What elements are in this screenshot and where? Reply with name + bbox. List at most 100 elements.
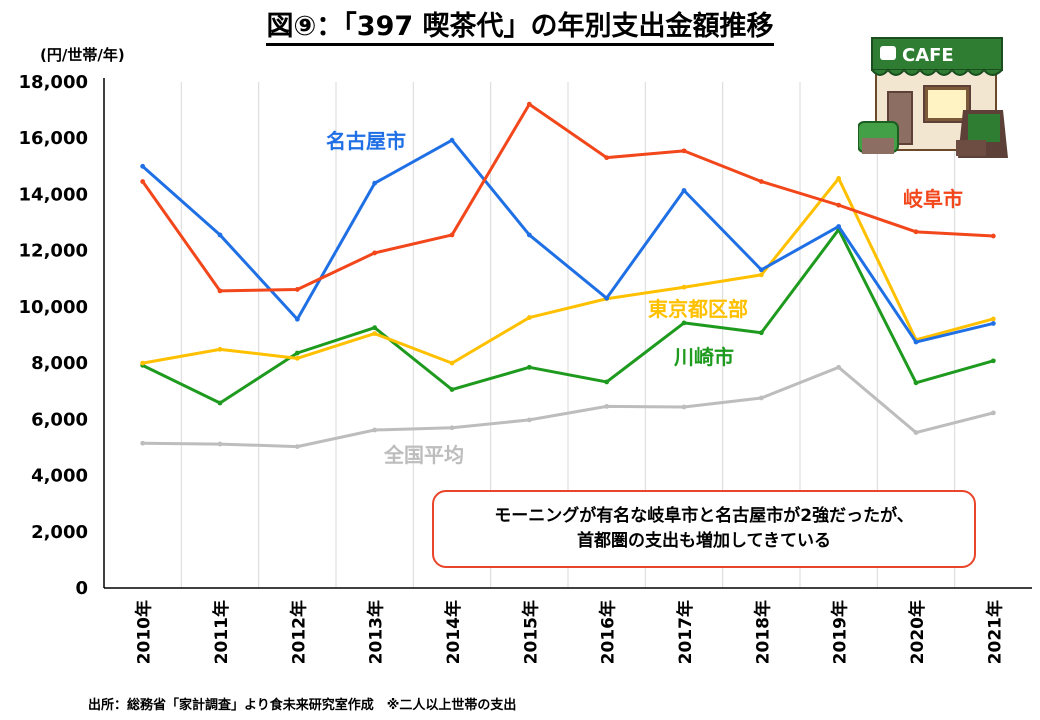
x-tick-label: 2012年 xyxy=(288,600,309,664)
data-point xyxy=(372,325,378,331)
data-point xyxy=(294,444,300,450)
data-point xyxy=(836,364,842,370)
data-point xyxy=(449,360,455,366)
data-point xyxy=(294,316,300,322)
data-point xyxy=(604,404,610,409)
data-point xyxy=(681,404,687,410)
data-point xyxy=(913,339,919,345)
data-point xyxy=(294,350,300,356)
y-tick-label: 12,000 xyxy=(19,241,88,262)
data-point xyxy=(294,287,300,292)
data-point xyxy=(449,425,455,431)
data-point xyxy=(294,355,300,361)
data-point xyxy=(604,295,610,301)
x-tick-label: 2020年 xyxy=(907,600,928,664)
series-label: 全国平均 xyxy=(383,443,464,467)
series-label: 名古屋市 xyxy=(326,129,406,153)
series-lines xyxy=(140,101,996,450)
data-point xyxy=(990,316,996,322)
y-tick-label: 8,000 xyxy=(31,353,88,374)
chart-title: 図⑨：「397 喫茶代」の年別支出金額推移 xyxy=(0,4,1040,46)
data-point xyxy=(140,360,146,366)
callout-line-2: 首都圏の支出も増加してきている xyxy=(577,531,831,551)
y-tick-label: 0 xyxy=(75,578,88,599)
data-point xyxy=(449,232,455,238)
x-tick-label: 2015年 xyxy=(520,600,541,664)
series-label: 川崎市 xyxy=(673,345,734,369)
data-point xyxy=(913,229,919,235)
data-point xyxy=(758,272,764,278)
y-tick-label: 2,000 xyxy=(31,522,88,543)
y-axis-label: (円/世帯/年) xyxy=(40,46,125,64)
data-point xyxy=(140,179,146,184)
series-line xyxy=(141,228,995,405)
data-point xyxy=(681,188,687,193)
x-tick-label: 2019年 xyxy=(830,600,851,664)
data-point xyxy=(449,137,455,143)
y-tick-label: 16,000 xyxy=(19,128,88,149)
data-point xyxy=(913,430,919,435)
series-line xyxy=(141,102,995,293)
data-point xyxy=(990,233,996,239)
data-point xyxy=(526,232,532,238)
data-point xyxy=(990,410,996,416)
data-point xyxy=(990,321,996,326)
x-tick-label: 2014年 xyxy=(443,600,464,664)
data-point xyxy=(217,346,223,352)
data-point xyxy=(758,179,764,184)
x-tick-label: 2013年 xyxy=(366,600,387,664)
y-tick-label: 4,000 xyxy=(31,466,88,487)
data-point xyxy=(526,101,532,107)
series-label: 岐阜市 xyxy=(903,187,963,211)
callout-line-1: モーニングが有名な岐阜市と名古屋市が2強だったが、 xyxy=(494,506,914,527)
source-note: 出所：総務省「家計調査」より食未来研究室作成 ※二人以上世帯の支出 xyxy=(88,698,517,713)
data-point xyxy=(836,224,842,229)
data-point xyxy=(990,358,996,364)
data-point xyxy=(449,387,455,392)
y-tick-label: 14,000 xyxy=(19,184,88,205)
data-point xyxy=(372,250,378,256)
data-point xyxy=(217,441,223,447)
data-point xyxy=(526,364,532,370)
x-tick-label: 2016年 xyxy=(598,600,619,664)
data-point xyxy=(758,395,764,401)
x-tick-label: 2021年 xyxy=(984,600,1005,664)
data-point xyxy=(372,427,378,433)
data-point xyxy=(604,379,610,385)
data-point xyxy=(217,232,223,238)
x-tick-label: 2018年 xyxy=(752,600,773,664)
data-point xyxy=(140,163,146,169)
cafe-illustration: CAFE xyxy=(857,30,1023,164)
x-tick-label: 2017年 xyxy=(675,600,696,664)
data-point xyxy=(681,284,687,290)
data-point xyxy=(758,330,764,336)
data-point xyxy=(681,320,687,326)
data-point xyxy=(604,155,610,161)
cafe-sign-text: CAFE xyxy=(902,45,954,66)
data-point xyxy=(836,176,842,181)
data-point xyxy=(372,331,378,336)
data-point xyxy=(372,180,378,186)
data-point xyxy=(913,380,919,386)
data-point xyxy=(217,288,223,294)
data-point xyxy=(140,440,146,446)
data-point xyxy=(217,400,223,406)
data-point xyxy=(681,148,687,154)
y-tick-label: 6,000 xyxy=(31,409,88,430)
data-point xyxy=(526,417,532,423)
y-tick-label: 18,000 xyxy=(19,72,88,93)
data-point xyxy=(758,267,764,273)
series-line xyxy=(141,176,995,365)
series-line xyxy=(141,138,995,344)
series-label: 東京都区部 xyxy=(648,297,748,321)
axes: 0 2,000 4,000 6,000 8,000 10,000 12,000 14,000 1… xyxy=(19,72,1032,664)
series-line xyxy=(141,365,995,449)
x-tick-label: 2010年 xyxy=(134,600,155,664)
data-point xyxy=(526,315,532,320)
data-point xyxy=(836,202,842,208)
callout-box: モーニングが有名な岐阜市と名古屋市が2強だったが、 首都圏の支出も増加してきてい… xyxy=(432,490,976,568)
x-tick-label: 2011年 xyxy=(211,600,232,664)
y-tick-label: 10,000 xyxy=(19,297,88,318)
